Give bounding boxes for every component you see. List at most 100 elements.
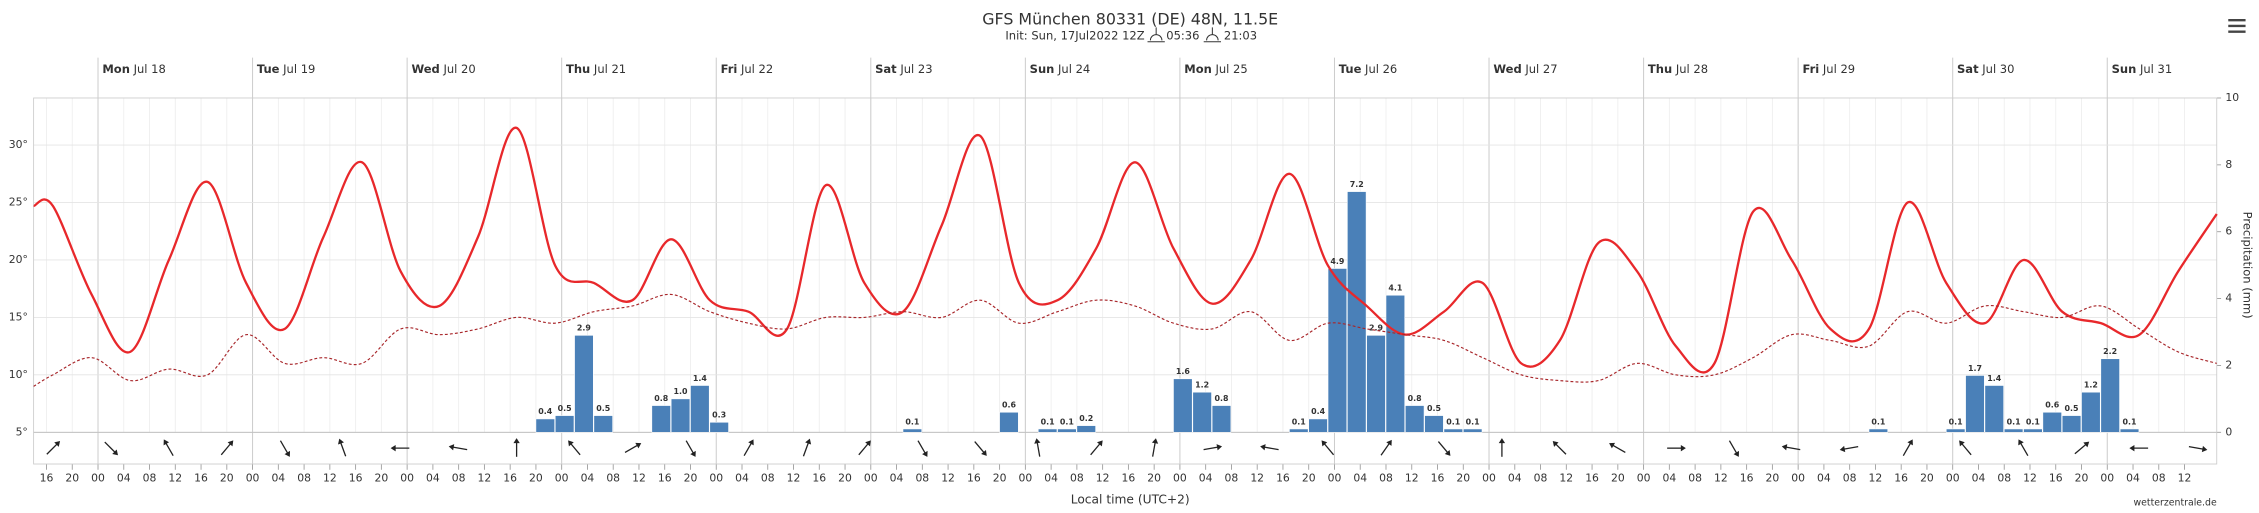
plot-frame [33, 97, 2218, 465]
x-tick-label: 08 [1070, 471, 1084, 484]
x-tick-label: 08 [606, 471, 620, 484]
x-tick-label: 20 [2075, 471, 2089, 484]
x-tick-label: 00 [2100, 471, 2114, 484]
precip-bar [2023, 428, 2043, 433]
x-tick-label: 20 [1920, 471, 1934, 484]
wind-arrow [743, 439, 754, 456]
day-label: Thu Jul 21 [566, 62, 626, 76]
wind-arrow [1609, 442, 1626, 454]
x-tick-label: 20 [529, 471, 543, 484]
day-label: Fri Jul 29 [1802, 62, 1855, 76]
precip-label: 2.2 [2103, 347, 2117, 356]
precip-bar [1984, 385, 2004, 433]
x-tick-label: 12 [632, 471, 646, 484]
wind-arrow [1203, 444, 1223, 451]
wind-arrow [163, 439, 174, 456]
x-tick-label: 00 [246, 471, 260, 484]
wind-arrow [104, 441, 119, 456]
precip-label: 4.9 [1330, 257, 1344, 266]
precip-label: 1.4 [693, 374, 708, 383]
y2-tick-label: 10 [2225, 91, 2239, 104]
x-tick-label: 12 [941, 471, 955, 484]
sunrise-icon [1147, 27, 1165, 43]
precip-bar [1945, 428, 1966, 433]
precip-label: 1.2 [1195, 380, 1209, 389]
precip-bar [554, 415, 575, 433]
x-tick-label: 16 [1585, 471, 1599, 484]
x-tick-label: 20 [1456, 471, 1470, 484]
x-tick-label: 04 [1353, 471, 1367, 484]
x-tick-label: 16 [1122, 471, 1136, 484]
precip-bar [2100, 358, 2120, 433]
precip-bar [1057, 428, 1077, 433]
x-tick-label: 16 [194, 471, 208, 484]
precip-bar [535, 418, 555, 433]
wind-arrow [2129, 444, 2149, 452]
precip-bar [1424, 415, 1444, 433]
x-tick-label: 00 [1173, 471, 1187, 484]
precip-label: 0.6 [2045, 401, 2060, 410]
x-tick-label: 16 [1276, 471, 1290, 484]
precip-bar [1037, 428, 1058, 433]
x-tick-label: 04 [1044, 471, 1058, 484]
x-tick-label: 00 [1791, 471, 1805, 484]
wind-arrow [1437, 441, 1451, 456]
day-label: Sun Jul 24 [1030, 62, 1091, 76]
wind-arrow [1321, 440, 1335, 456]
precip-label: 0.1 [1060, 417, 1074, 426]
precip-label: 0.6 [1002, 401, 1017, 410]
wind-arrow [390, 444, 410, 452]
x-tick-label: 20 [684, 471, 698, 484]
precip-label: 1.0 [674, 387, 689, 396]
x-tick-label: 12 [787, 471, 801, 484]
x-tick-label: 08 [1225, 471, 1239, 484]
y2-tick-label: 0 [2225, 425, 2232, 438]
day-label: Tue Jul 26 [1339, 62, 1397, 76]
precip-bar [1366, 335, 1386, 433]
precip-label: 0.1 [2026, 417, 2040, 426]
precip-label: 0.1 [1041, 417, 1055, 426]
x-tick-label: 16 [658, 471, 672, 484]
precip-label: 0.1 [1949, 417, 1963, 426]
y-tick-label: 25° [9, 196, 28, 209]
precip-label: 0.1 [1446, 417, 1460, 426]
precip-label: 1.2 [2084, 380, 2098, 389]
day-label: Sat Jul 23 [875, 62, 932, 76]
precip-label: 7.2 [1350, 180, 1364, 189]
wind-arrow [1728, 440, 1740, 457]
wind-arrow [1380, 439, 1392, 456]
x-tick-label: 04 [271, 471, 285, 484]
data-layer: 0.4 0.5 2.9 0.5 0.8 1.0 1.4 0.3 0.1 0.6 0.1 0.1 0.2 1… [33, 126, 2218, 457]
x-tick-label: 00 [1018, 471, 1032, 484]
precip-bar [1327, 268, 1348, 433]
y-tick-label: 5° [16, 425, 28, 438]
x-tick-label: 08 [452, 471, 466, 484]
x-tick-label: 12 [168, 471, 182, 484]
precip-label: 0.1 [2007, 417, 2021, 426]
dewpoint-line [33, 293, 2217, 387]
x-tick-label: 12 [1096, 471, 1110, 484]
day-label: Fri Jul 22 [721, 62, 774, 76]
precip-label: 2.9 [1369, 324, 1383, 333]
day-label: Wed Jul 20 [411, 62, 475, 76]
wind-arrow [974, 441, 987, 456]
wind-arrow [2188, 445, 2208, 453]
precip-bar [1211, 405, 1232, 433]
precip-label: 0.5 [558, 404, 572, 413]
x-tick-label: 04 [2126, 471, 2140, 484]
x-tick-label: 16 [503, 471, 517, 484]
precip-bar [670, 398, 691, 433]
precip-bar [1385, 294, 1406, 433]
x-tick-label: 04 [426, 471, 440, 484]
x-tick-label: 12 [1405, 471, 1419, 484]
wind-arrow [685, 440, 696, 457]
x-tick-label: 00 [1637, 471, 1651, 484]
wind-arrow [2074, 441, 2090, 455]
x-tick-label: 20 [1147, 471, 1161, 484]
menu-button[interactable] [2228, 19, 2246, 33]
y2-tick-label: 2 [2225, 358, 2232, 371]
x-tick-label: 08 [297, 471, 311, 484]
x-tick-label: 04 [117, 471, 131, 484]
x-tick-label: 08 [1843, 471, 1857, 484]
precip-label: 0.5 [2065, 404, 2079, 413]
